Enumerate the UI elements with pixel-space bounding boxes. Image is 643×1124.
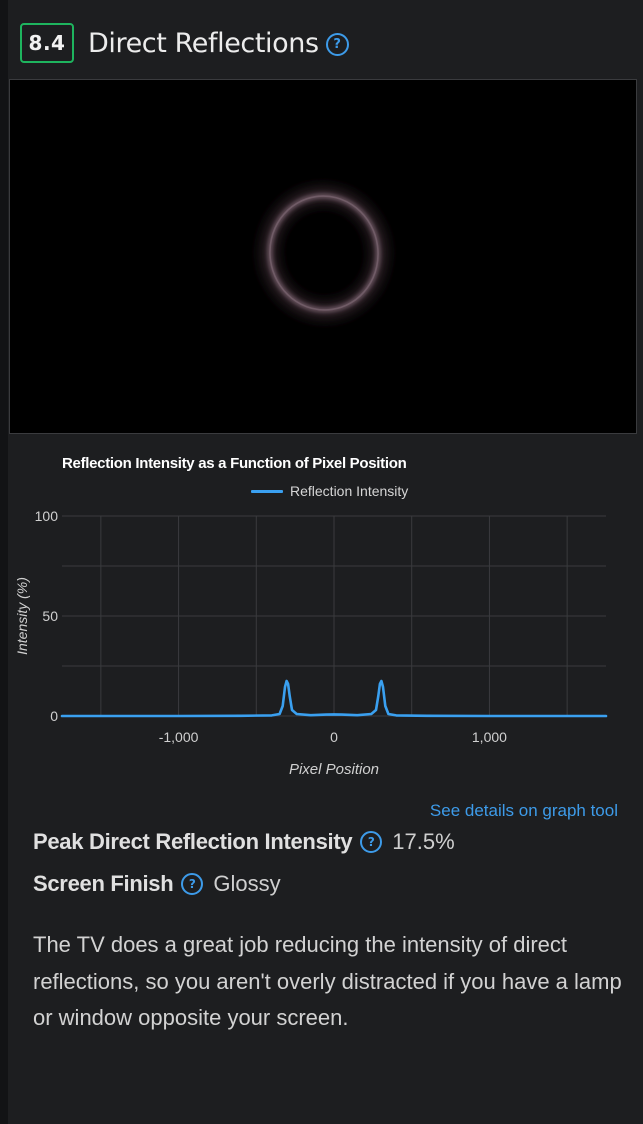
chart-title: Reflection Intensity as a Function of Pi… [62,455,407,472]
y-tick-label: 0 [50,708,58,724]
screen-finish-row: Screen Finish ? Glossy [33,871,281,897]
x-axis-ticks: -1,000 0 1,000 [159,729,507,745]
reflection-ring-image [262,189,386,317]
help-icon[interactable]: ? [325,32,349,56]
peak-intensity-row: Peak Direct Reflection Intensity ? 17.5% [33,829,455,855]
help-icon[interactable]: ? [360,831,383,853]
x-tick-label: 1,000 [472,729,507,745]
reflection-chart[interactable]: 0 50 100 -1,000 0 1,000 Intensity (%) Pixel … [0,500,643,790]
chart-legend[interactable]: Reflection Intensity [251,483,408,499]
series-line [60,679,608,718]
chart-series [60,679,608,718]
graph-tool-link[interactable]: See details on graph tool [429,801,618,820]
y-tick-label: 100 [35,508,59,524]
peak-intensity-value: 17.5% [392,829,455,854]
chart-grid [62,515,606,717]
y-axis-label: Intensity (%) [14,577,30,655]
x-tick-label: 0 [330,729,338,745]
legend-label: Reflection Intensity [290,483,409,499]
score-badge: 8.4 [20,23,74,63]
section-title: Direct Reflections [88,27,319,59]
y-tick-label: 50 [42,608,58,624]
peak-intensity-label: Peak Direct Reflection Intensity [33,829,353,854]
x-tick-label: -1,000 [159,729,199,745]
section-header: 8.4 Direct Reflections ? [20,21,349,65]
legend-swatch [251,489,283,493]
screen-finish-label: Screen Finish [33,871,174,896]
section-description: The TV does a great job reducing the int… [33,932,622,1030]
help-icon[interactable]: ? [181,873,204,895]
screen-finish-value: Glossy [213,871,281,896]
reflection-photo [9,79,637,434]
x-axis-label: Pixel Position [289,761,379,778]
y-axis-ticks: 0 50 100 [35,508,59,724]
